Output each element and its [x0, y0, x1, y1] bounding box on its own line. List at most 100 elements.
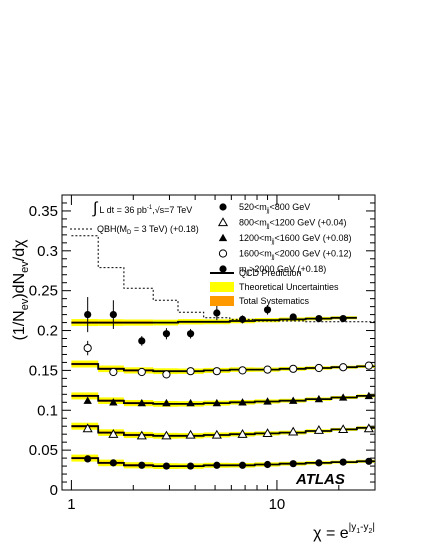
legend-entry-end: >2000 GeV (+0.18) — [249, 264, 326, 274]
x-tick-label: 10 — [269, 496, 286, 513]
data-point — [238, 366, 247, 375]
data-point — [238, 315, 247, 323]
data-point — [289, 313, 297, 321]
qbh-legend-end: = 3 TeV) (+0.18) — [131, 224, 198, 234]
data-point — [212, 367, 221, 376]
legend-marker — [219, 203, 227, 211]
legend-theory-label: Theoretical Uncertainties — [239, 282, 339, 292]
y-tick-label: 0.25 — [29, 283, 58, 300]
legend-qcd-label: QCD Prediction — [239, 268, 302, 278]
x-axis-label-sub2: 2 — [368, 528, 372, 535]
data-point — [315, 459, 323, 467]
legend-entry-label: 520<mjj<800 GeV — [239, 202, 310, 214]
data-point — [238, 398, 247, 406]
legend-entry-label: 800<mjj<1200 GeV (+0.04) — [239, 218, 347, 230]
data-point — [162, 462, 171, 470]
data-point — [364, 391, 374, 400]
legend-entry-end: <1600 GeV (+0.08) — [274, 233, 351, 243]
data-point — [186, 330, 195, 338]
data-point — [138, 337, 146, 345]
legend-marker — [219, 265, 227, 273]
data-point — [109, 310, 117, 319]
qcd-prediction-lines — [71, 316, 375, 467]
data-point — [289, 364, 298, 373]
data-point — [365, 457, 373, 465]
legend-entry-sub: jj — [266, 224, 270, 230]
data-point — [339, 363, 348, 372]
y-tick-label: 0.2 — [37, 323, 58, 340]
data-point — [339, 458, 347, 466]
legend-entry-end: <800 GeV — [269, 202, 310, 212]
data-point — [83, 396, 92, 404]
data-point — [84, 310, 92, 319]
data-point — [185, 429, 196, 439]
axes-ticks: 0 0.05 0.1 0.15 0.2 0.25 0.3 0.35 1 10 — [29, 195, 376, 513]
legend-entry-main: m — [239, 264, 247, 274]
y-axis-label-sub2: ev — [19, 261, 31, 273]
y-tick-label: 0.15 — [29, 362, 58, 379]
qbh-legend-main: QBH(M — [97, 224, 127, 234]
y-tick-label: 0.3 — [37, 243, 58, 260]
y-axis-label-sub: ev — [19, 298, 31, 310]
qcd-prediction-line — [71, 395, 375, 405]
legend-syst-label: Total Systematics — [239, 296, 310, 306]
data-point — [314, 394, 324, 403]
plot-frame — [61, 194, 376, 491]
data-point — [289, 460, 297, 468]
data-point — [137, 367, 146, 377]
data-point — [186, 367, 195, 376]
data-point — [213, 461, 221, 469]
data-point — [186, 462, 195, 470]
legend-entry-label: mjj>2000 GeV (+0.18) — [239, 264, 326, 276]
data-point — [288, 426, 299, 436]
y-tick-label: 0.05 — [29, 442, 58, 459]
lumi-sup: -1 — [147, 205, 153, 211]
y-axis-label-end: /dχ — [11, 239, 28, 261]
qbh-line — [71, 235, 375, 323]
x-axis-label-end: | — [372, 522, 375, 533]
data-point — [313, 424, 324, 434]
legend-theory-swatch — [210, 282, 234, 292]
legend-entry-main: 1200<m — [239, 233, 272, 243]
y-axis-label: (1/Nev)dNev/dχ — [11, 239, 31, 341]
data-point — [315, 314, 323, 323]
y-tick-label: 0 — [50, 482, 58, 499]
y-tick-label: 0.35 — [29, 203, 58, 220]
qcd-prediction-line — [71, 425, 375, 437]
data-point — [262, 428, 273, 438]
y-tick-label: 0.1 — [37, 402, 58, 419]
legend-entry-sub: jj — [246, 270, 250, 276]
data-point — [109, 398, 118, 406]
qbh-histogram — [71, 235, 375, 323]
data-point — [162, 330, 171, 338]
uncertainty-bands — [71, 316, 375, 469]
data-point — [289, 396, 298, 404]
data-point — [263, 306, 272, 314]
data-points — [82, 297, 374, 470]
legend-entry-sub: jj — [271, 255, 275, 261]
lumi-annotation: ∫ L dt = 36 pb-1,√s=7 TeV — [92, 200, 192, 217]
data-point — [338, 424, 349, 434]
qbh-legend-label: QBH(MD = 3 TeV) (+0.18) — [97, 224, 199, 236]
data-point — [237, 428, 248, 438]
data-point — [186, 398, 195, 407]
legend-entry-main: 520<m — [239, 202, 267, 212]
data-point — [213, 309, 221, 317]
lumi-text: L dt = 36 pb — [99, 205, 146, 215]
x-axis-label-main: χ = e — [313, 525, 349, 542]
lumi-sep: ,√s=7 TeV — [152, 205, 192, 215]
data-point — [314, 363, 323, 373]
data-point — [212, 398, 222, 407]
legend-entry-main: 800<m — [239, 218, 267, 228]
data-point — [162, 398, 171, 407]
data-point — [82, 423, 93, 433]
y-axis-label-mid: )dN — [11, 273, 28, 299]
data-point — [136, 430, 147, 440]
data-point — [138, 461, 146, 469]
data-point — [263, 460, 272, 469]
data-point — [363, 423, 374, 433]
data-point — [211, 429, 222, 439]
legend-entry-main: 1600<m — [239, 249, 272, 259]
data-point — [161, 430, 172, 440]
legend-entry-sub: jj — [266, 208, 270, 214]
